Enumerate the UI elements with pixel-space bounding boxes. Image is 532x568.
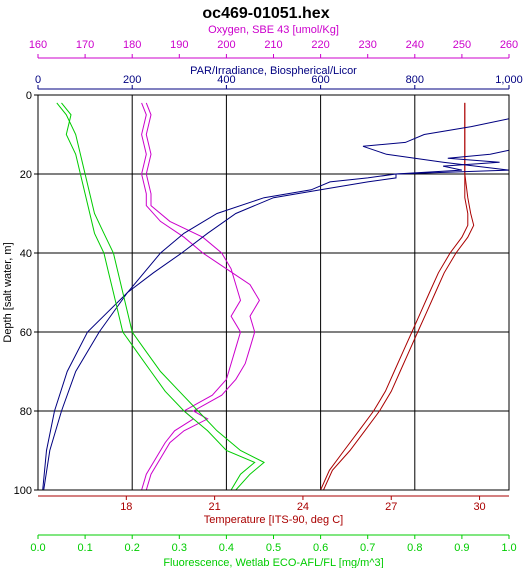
par-tick-label: 800 [406, 74, 424, 86]
temperature-tick-label: 30 [473, 501, 485, 513]
oxygen-tick-label: 260 [500, 39, 518, 51]
temperature-axis-title: Temperature [ITS-90, deg C] [204, 514, 343, 526]
fluorescence-tick-label: 0.4 [219, 542, 234, 554]
depth-tick-label: 40 [20, 248, 32, 260]
temperature-series-line [320, 102, 469, 490]
grid [38, 95, 509, 490]
fluorescence-tick-label: 0.1 [77, 542, 92, 554]
depth-tick-label: 80 [20, 406, 32, 418]
par-series-line [42, 149, 509, 490]
par-tick-label: 1,000 [495, 74, 523, 86]
fluorescence-tick-label: 0.7 [360, 542, 375, 554]
par-tick-label: 600 [311, 74, 329, 86]
fluorescence-tick-label: 0.6 [313, 542, 328, 554]
oxygen-tick-label: 220 [311, 39, 329, 51]
depth-axis-title: Depth [salt water, m] [2, 242, 14, 342]
oxygen-tick-label: 250 [453, 39, 471, 51]
par-axis-title: PAR/Irradiance, Biospherical/Licor [190, 65, 357, 77]
temperature-series-line [323, 102, 475, 490]
temperature-tick-label: 18 [120, 501, 132, 513]
oxygen-series-line [141, 102, 242, 490]
fluorescence-tick-label: 1.0 [501, 542, 516, 554]
fluorescence-tick-label: 0.0 [30, 542, 45, 554]
oxygen-tick-label: 210 [264, 39, 282, 51]
oxygen-axis-title: Oxygen, SBE 43 [umol/Kg] [208, 24, 339, 36]
temperature-tick-label: 27 [385, 501, 397, 513]
oxygen-tick-label: 160 [29, 39, 47, 51]
fluorescence-axis-title: Fluorescence, Wetlab ECO-AFL/FL [mg/m^3] [163, 557, 383, 568]
par-tick-label: 200 [123, 74, 141, 86]
oxygen-tick-label: 200 [217, 39, 235, 51]
depth-tick-label: 60 [20, 327, 32, 339]
fluorescence-tick-label: 0.9 [454, 542, 469, 554]
oxygen-series-line [141, 102, 260, 490]
plot-frame [37, 94, 510, 491]
temperature-tick-label: 21 [209, 501, 221, 513]
fluorescence-series-line [56, 102, 266, 490]
depth-tick-label: 0 [26, 90, 32, 102]
fluorescence-series-line [61, 102, 256, 490]
oxygen-tick-label: 190 [170, 39, 188, 51]
oxygen-tick-label: 240 [406, 39, 424, 51]
oxygen-tick-label: 180 [123, 39, 141, 51]
axes-group: 0 20 40 60 80 100 Depth [salt water, m] 160 170 1… [2, 24, 523, 568]
oxygen-tick-label: 170 [76, 39, 94, 51]
chart-title: oc469-01051.hex [202, 5, 329, 22]
depth-tick-label: 20 [20, 169, 32, 181]
fluorescence-tick-label: 0.8 [407, 542, 422, 554]
par-tick-label: 400 [217, 74, 235, 86]
series-group [42, 102, 509, 490]
par-series-line [43, 118, 509, 490]
temperature-tick-label: 24 [297, 501, 309, 513]
fluorescence-tick-label: 0.5 [266, 542, 281, 554]
fluorescence-tick-label: 0.2 [125, 542, 140, 554]
fluorescence-tick-label: 0.3 [172, 542, 187, 554]
par-tick-label: 0 [35, 74, 41, 86]
oxygen-tick-label: 230 [359, 39, 377, 51]
depth-tick-label: 100 [14, 485, 32, 497]
